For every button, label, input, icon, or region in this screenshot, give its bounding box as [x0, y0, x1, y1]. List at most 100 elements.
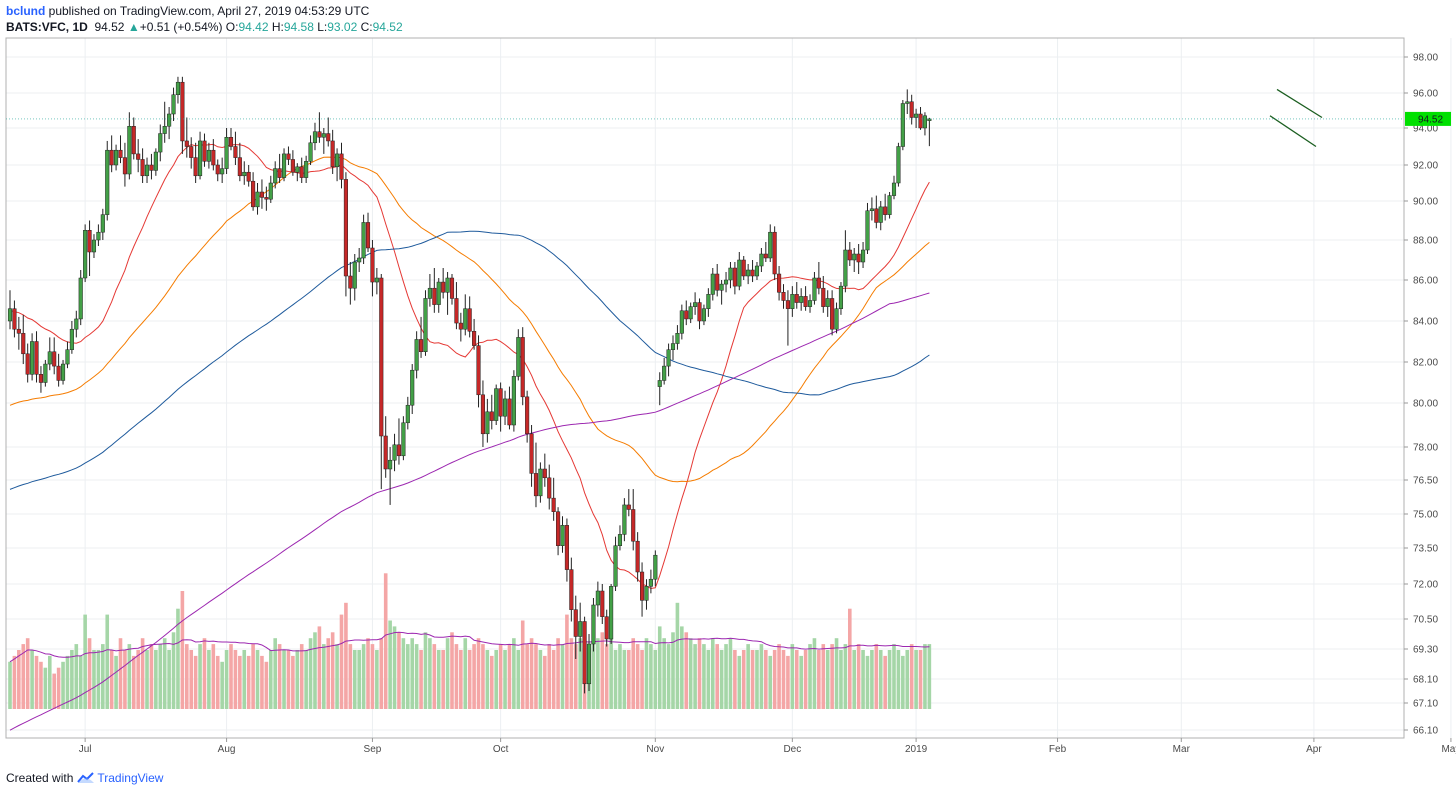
- volume-bar: [520, 620, 525, 709]
- candle: [746, 264, 751, 285]
- volume-bar: [238, 655, 242, 709]
- volume-bar: [463, 638, 468, 709]
- candle: [520, 327, 525, 406]
- volume-bar: [812, 638, 817, 709]
- candle-body: [900, 103, 905, 147]
- candle: [47, 337, 52, 371]
- volume-bar: [719, 650, 724, 709]
- y-tick-label: 75.00: [1413, 510, 1438, 521]
- volume-bar: [313, 632, 317, 709]
- time-axis[interactable]: Jul Aug Sep Oct Nov Dec 2019 Feb Mar Apr May: [79, 738, 1456, 755]
- y-tick-label: 82.00: [1413, 358, 1438, 369]
- candle: [843, 230, 848, 293]
- candle: [352, 254, 357, 301]
- volume-bar: [675, 602, 680, 709]
- candle: [547, 464, 552, 510]
- volume-bar: [423, 632, 428, 709]
- volume-bar: [61, 661, 65, 709]
- candle: [277, 153, 282, 183]
- volume-bar: [909, 644, 914, 709]
- candle: [927, 117, 932, 147]
- candle: [631, 489, 636, 551]
- volume-bar: [565, 614, 569, 709]
- volume-bar: [246, 655, 251, 709]
- candle-body: [374, 277, 379, 283]
- candle-body: [299, 166, 304, 178]
- volume-bar: [618, 644, 622, 709]
- candle: [419, 316, 424, 358]
- y-tick-label: 70.50: [1413, 615, 1438, 626]
- volume-bar: [87, 638, 92, 709]
- y-tick-label: 88.00: [1413, 236, 1438, 247]
- volume-bar: [370, 644, 375, 709]
- tradingview-link[interactable]: TradingView: [77, 771, 163, 785]
- candle: [12, 300, 17, 338]
- candle-body: [228, 137, 234, 147]
- candle: [480, 380, 485, 447]
- candle-body: [927, 118, 932, 121]
- candle-body: [224, 137, 229, 169]
- candle-body: [255, 191, 260, 208]
- volume-bar: [308, 638, 313, 709]
- candlesticks: [7, 76, 932, 694]
- candle-body: [909, 101, 914, 118]
- candle-body: [883, 206, 888, 215]
- ma-50-line: [9, 156, 930, 483]
- candle: [65, 341, 70, 369]
- candle: [335, 148, 340, 182]
- candle: [790, 286, 795, 317]
- author-name[interactable]: bclund: [6, 4, 46, 18]
- volume-bar: [12, 655, 17, 709]
- candle: [100, 208, 105, 240]
- candle: [502, 390, 508, 425]
- candle: [675, 325, 680, 350]
- candle: [215, 159, 220, 182]
- candle-body: [529, 433, 534, 474]
- candle: [807, 294, 813, 313]
- tradingview-logo-icon: [77, 772, 95, 783]
- price-axis[interactable]: 66.10 67.10 68.10 69.30 70.50 72.00 73.50 75.00…: [1404, 53, 1451, 737]
- candle: [370, 240, 375, 297]
- candle: [781, 284, 786, 309]
- open-value: 94.42: [238, 20, 269, 34]
- candle-body: [732, 267, 737, 287]
- candle: [114, 144, 119, 171]
- candle-body: [357, 257, 362, 263]
- candle: [516, 329, 521, 381]
- candle-body: [763, 253, 768, 259]
- volume-bar: [268, 650, 273, 709]
- flag-upper-line: [1276, 88, 1323, 119]
- candle-body: [220, 168, 225, 175]
- candle: [763, 242, 768, 262]
- volume-bar: [171, 632, 176, 709]
- candle: [202, 133, 207, 167]
- candle: [339, 142, 344, 189]
- candle-body: [277, 168, 282, 178]
- volume-bar: [834, 638, 839, 709]
- volume-bar: [600, 632, 605, 709]
- candle-body: [118, 149, 123, 158]
- candle-body: [273, 168, 278, 184]
- candle: [432, 268, 437, 313]
- chart-frame: [5, 37, 1405, 739]
- candle-body: [109, 149, 114, 166]
- volume-bar: [728, 638, 733, 709]
- candle: [405, 396, 410, 430]
- x-tick-label: Dec: [783, 744, 801, 755]
- x-tick-label: Aug: [218, 744, 236, 755]
- candle-body: [556, 511, 561, 546]
- candle: [564, 518, 569, 582]
- candle: [905, 89, 910, 114]
- up-arrow-icon: ▲: [127, 20, 140, 34]
- volume-bar: [622, 650, 627, 709]
- candle-body: [878, 206, 883, 223]
- volume-bar: [392, 626, 397, 709]
- candle-body: [295, 166, 300, 173]
- ma-200-line: [9, 292, 930, 731]
- volume-bar: [653, 650, 658, 709]
- volume-bar: [162, 638, 167, 709]
- volume-bar: [503, 650, 507, 709]
- candle: [458, 312, 463, 342]
- publish-info: bclund published on TradingView.com, Apr…: [6, 4, 369, 18]
